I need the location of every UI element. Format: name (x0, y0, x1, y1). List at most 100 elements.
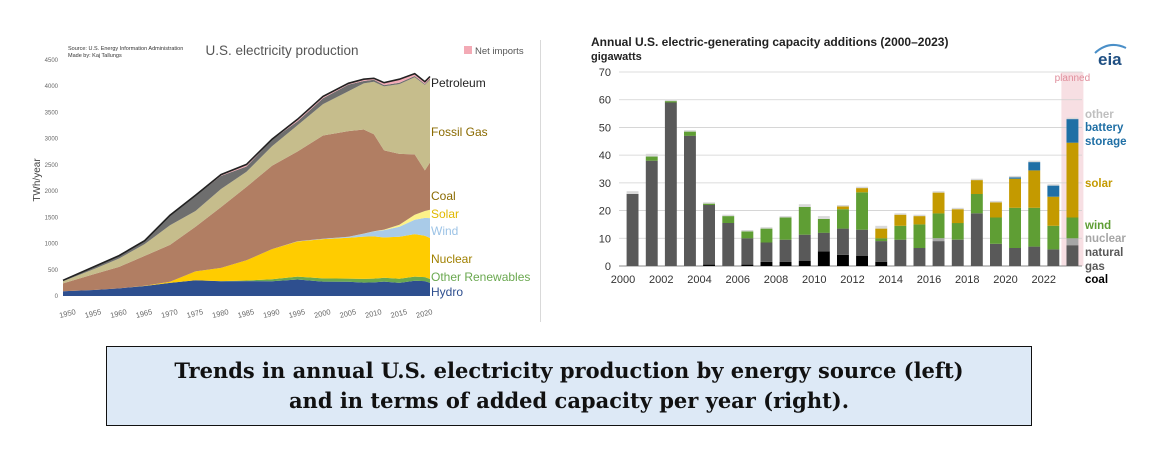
bar-2012-wind (856, 192, 868, 230)
right-x-tick-label: 2004 (687, 274, 711, 286)
left-x-tick-label: 2010 (364, 307, 382, 320)
bar-2018-natural-gas (970, 213, 983, 266)
caption-line-1: Trends in annual U.S. electricity produc… (174, 358, 964, 383)
chart-divider (540, 40, 541, 322)
electricity-production-chart: Source: U.S. Energy Information Administ… (32, 43, 530, 320)
bar-2013-natural-gas (875, 241, 888, 262)
bar-2001-natural-gas (645, 160, 658, 266)
right-y-tick-label: 40 (599, 150, 611, 162)
bar-2023-battery-storage (1066, 119, 1079, 143)
bar-2000-natural-gas (626, 193, 639, 266)
label-petroleum: Petroleum (431, 76, 486, 90)
legend-solar: solar (1085, 178, 1113, 190)
bar-2009-natural-gas (798, 234, 811, 261)
bar-2023-natural-gas (1066, 245, 1079, 266)
left-x-tick-label: 1995 (288, 307, 306, 320)
left-y-tick-label: 2500 (45, 163, 59, 169)
right-y-tick-label: 60 (599, 95, 611, 107)
right-x-tick-label: 2008 (764, 274, 788, 286)
area-hydro (63, 279, 430, 296)
area-nuclear (63, 234, 430, 292)
label-other-renewables: Other Renewables (431, 270, 530, 284)
bar-2022-wind (1047, 225, 1060, 250)
bar-2006-natural-gas (741, 238, 754, 265)
legend-nuclear: nuclear (1085, 233, 1126, 245)
left-x-tick-label: 1990 (262, 307, 280, 320)
bar-2007-coal (760, 261, 773, 266)
bar-2013-wind (875, 238, 888, 242)
bar-2004-other (703, 202, 715, 204)
bar-2008-wind (779, 217, 792, 240)
bar-2023-other (1066, 117, 1079, 120)
left-x-tick-label: 1980 (211, 307, 229, 320)
bar-2023-wind (1066, 217, 1079, 239)
bar-2022-other (1047, 184, 1060, 186)
bar-2016-other (932, 191, 945, 193)
right-x-tick-label: 2016 (917, 274, 941, 286)
bar-2012-other (856, 186, 868, 189)
bar-2003-wind (684, 131, 696, 136)
bar-2002-other (664, 99, 677, 102)
bar-2015-other (913, 214, 926, 217)
bar-2013-solar (875, 228, 888, 239)
bar-2019-wind (990, 217, 1002, 244)
left-x-tick-label: 1970 (160, 307, 178, 320)
bar-2001-other (645, 153, 658, 157)
chart-source-line-1: Source: U.S. Energy Information Administ… (68, 46, 183, 52)
left-y-tick-label: 0 (55, 294, 59, 300)
bar-2010-other (817, 216, 830, 219)
bar-2004-coal (703, 264, 715, 266)
legend-other: other (1085, 109, 1114, 121)
eia-logo-text: eia (1098, 50, 1122, 69)
right-y-tick-label: 10 (599, 233, 611, 245)
left-x-tick-label: 2015 (390, 307, 408, 320)
bar-2005-other (722, 214, 735, 217)
bar-2008-coal (779, 261, 792, 266)
right-y-tick-label: 20 (599, 206, 611, 218)
area-coal (63, 129, 430, 292)
legend-battery-storage-line-2: storage (1085, 136, 1127, 148)
bar-2013-coal (875, 261, 888, 266)
bar-2021-battery-storage (1028, 162, 1041, 171)
bar-2005-wind (722, 216, 735, 223)
bar-2022-solar (1047, 196, 1060, 226)
legend-natural-gas-line-1: natural (1085, 247, 1123, 259)
bar-2012-solar (856, 188, 868, 193)
left-x-tick-label: 1985 (237, 307, 255, 320)
area-fossil-gas (63, 77, 430, 284)
legend-wind: wind (1084, 220, 1111, 232)
left-y-tick-label: 500 (48, 268, 59, 274)
bar-2022-natural-gas (1047, 249, 1060, 266)
bar-2021-solar (1028, 170, 1041, 208)
right-x-tick-label: 2002 (649, 274, 673, 286)
right-x-tick-label: 2012 (840, 274, 864, 286)
bar-2014-wind (894, 225, 907, 240)
left-y-tick-label: 3500 (45, 110, 59, 116)
total-production-line (62, 72, 431, 282)
label-coal: Coal (431, 189, 456, 203)
left-x-tick-label: 1975 (186, 307, 204, 320)
net-imports-legend-label: Net imports (475, 46, 524, 57)
right-x-tick-label: 2014 (879, 274, 903, 286)
bar-2018-solar (970, 180, 983, 194)
bar-2020-solar (1009, 178, 1021, 208)
net-imports-legend-swatch (464, 46, 472, 54)
bar-2004-wind (703, 203, 715, 205)
bar-2008-natural-gas (779, 239, 792, 262)
left-y-tick-label: 4000 (45, 84, 59, 90)
label-nuclear: Nuclear (431, 252, 472, 266)
bar-2018-other (970, 178, 983, 181)
bar-2011-wind (837, 209, 849, 229)
bar-2009-other (798, 204, 811, 207)
bar-2015-natural-gas (913, 248, 926, 266)
bar-2019-other (990, 200, 1002, 203)
right-x-tick-label: 2018 (955, 274, 979, 286)
bar-2020-natural-gas (1009, 248, 1021, 266)
bar-2007-other (760, 227, 773, 229)
bar-2010-wind (817, 218, 830, 233)
bar-2023-solar (1066, 142, 1079, 218)
bar-2009-coal (798, 261, 811, 266)
bar-2016-natural-gas (932, 241, 945, 266)
left-y-tick-label: 1000 (45, 242, 59, 248)
planned-label: planned (1055, 73, 1091, 84)
